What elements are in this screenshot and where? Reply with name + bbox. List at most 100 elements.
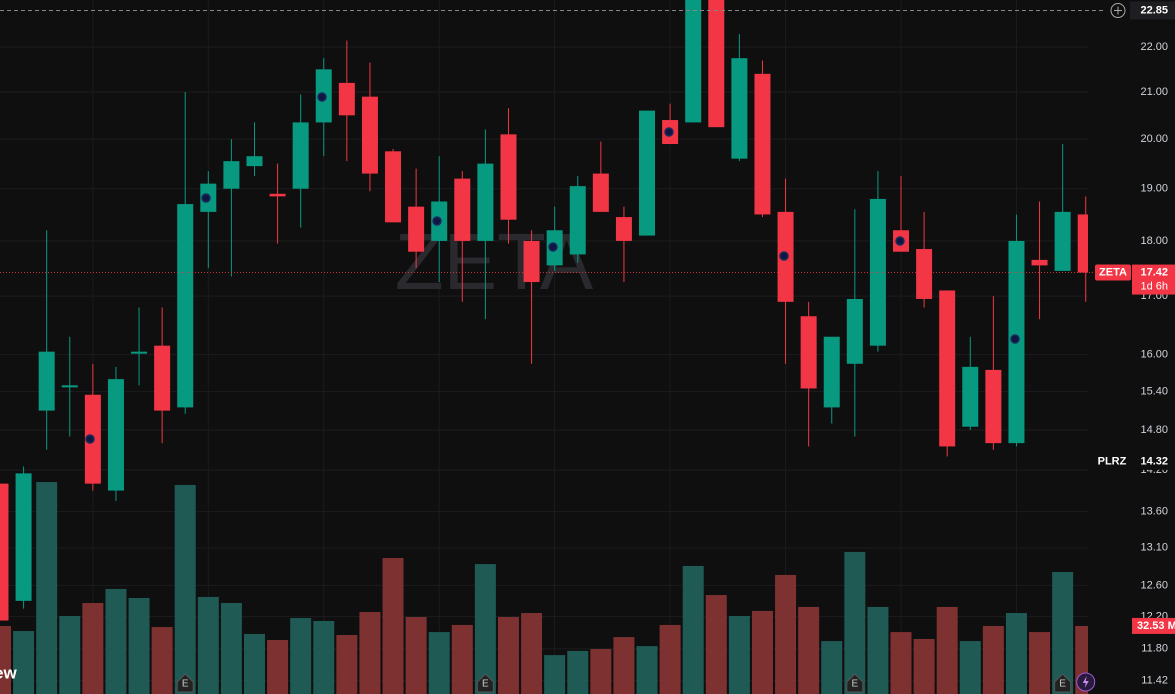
volume-bar (913, 638, 935, 694)
candle-body (38, 351, 55, 411)
earnings-icon (176, 673, 194, 693)
volume-bar (844, 551, 866, 694)
candle-body (0, 483, 9, 621)
volume-label: 32.53 M (1137, 620, 1175, 632)
volume-bar (151, 627, 173, 694)
volume-bar (290, 618, 312, 694)
signal-dot (85, 434, 95, 444)
candle-body (1077, 214, 1088, 273)
volume-bar (405, 617, 427, 694)
candle-body (361, 96, 378, 174)
corner-text: ew (0, 663, 17, 682)
countdown-label: 1d 6h (1140, 280, 1168, 292)
candle-body (846, 298, 863, 364)
watermark: ZETA (395, 217, 594, 306)
signal-dots (85, 92, 1020, 444)
symbol-label: ZETA (1099, 266, 1127, 278)
candle-body (154, 345, 171, 411)
earnings-label: E (851, 679, 858, 690)
volume-bar (705, 595, 727, 694)
candle-body (916, 249, 933, 299)
lightning-bolt (1082, 676, 1089, 688)
candle-body (754, 73, 771, 215)
volume-bar (174, 484, 196, 694)
y-tick-label: 20.00 (1140, 133, 1168, 145)
candle-body (639, 110, 656, 236)
candle-body (985, 369, 1002, 444)
volume-bar (636, 646, 658, 694)
volume-bar (521, 613, 543, 694)
volume-bar (497, 617, 519, 694)
earnings-label: E (482, 679, 489, 690)
candle-body (962, 366, 979, 427)
signal-dot (1010, 334, 1020, 344)
price-badge (1132, 264, 1175, 295)
price-label: 14.32 (1140, 456, 1168, 468)
signal-dot (664, 127, 674, 137)
candle-body (708, 0, 725, 128)
volume-bar (313, 620, 335, 694)
price-label: 17.42 (1140, 266, 1168, 278)
candle-body (615, 217, 632, 241)
y-tick-label: 21.00 (1140, 86, 1168, 98)
volume-bar (197, 596, 219, 694)
volume-bar (959, 641, 981, 694)
volume-bar (428, 632, 450, 694)
volume-bar (243, 633, 265, 694)
earnings-icon (1054, 673, 1072, 693)
y-tick-label: 11.80 (1141, 643, 1168, 655)
volume-badge (1132, 617, 1175, 634)
volume-bar (1052, 572, 1074, 694)
volume-bar (682, 565, 704, 694)
volume-bar (220, 602, 242, 694)
y-tick-label: 11.42 (1141, 674, 1168, 686)
signal-dot (317, 92, 327, 102)
candle-body (569, 186, 586, 255)
candle-body (1054, 211, 1071, 271)
candle-body (685, 0, 702, 123)
signal-dot (895, 236, 905, 246)
candle-body (523, 240, 540, 283)
volume-bar (1005, 613, 1027, 694)
volume-bar (659, 624, 681, 694)
volume-bar (1029, 632, 1051, 694)
signal-dot (548, 242, 558, 252)
earnings-label: E (1059, 679, 1066, 690)
add-plus (1114, 6, 1122, 15)
y-tick-label: 13.10 (1140, 542, 1168, 554)
volume-bar (982, 626, 1004, 694)
candle-body (246, 156, 263, 167)
candle-body (269, 193, 286, 197)
candle-body (500, 134, 517, 220)
candle-body (107, 379, 124, 491)
volume-bar (359, 611, 381, 694)
volume-bar (105, 588, 127, 694)
y-tick-label: 12.60 (1140, 579, 1168, 591)
volume-bar (336, 634, 358, 694)
candle-body (292, 122, 309, 189)
volume-bar (59, 615, 81, 694)
volume-bar (451, 624, 473, 694)
y-tick-label: 13.60 (1140, 506, 1168, 518)
add-icon (1110, 3, 1126, 19)
candle-body (15, 473, 32, 601)
earnings-label: E (182, 679, 189, 690)
volume-bar (544, 655, 566, 694)
volume-bar (821, 641, 843, 694)
volume-bar (867, 606, 889, 694)
volume-bar (590, 649, 612, 694)
candle-body (385, 151, 402, 223)
candle-body (869, 198, 886, 346)
crosshair-label: 22.85 (1140, 4, 1168, 16)
signal-dot (432, 216, 442, 226)
candle-body (338, 82, 355, 116)
volume-bar (474, 564, 496, 694)
volume-bar (267, 640, 289, 694)
candle-body (592, 173, 609, 212)
y-tick-label: 19.00 (1140, 183, 1168, 195)
earnings-icon (476, 673, 494, 693)
candle-body (800, 316, 817, 389)
y-tick-label: 15.40 (1140, 386, 1168, 398)
candle-body (1031, 259, 1048, 266)
